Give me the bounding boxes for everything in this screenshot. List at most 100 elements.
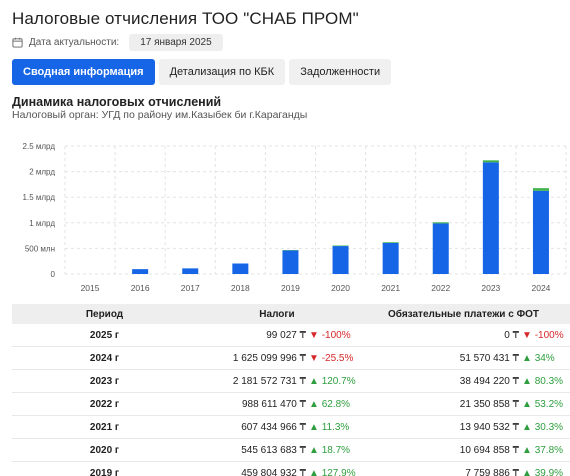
arrow-up-icon: ▲ bbox=[522, 352, 532, 364]
currency-sign: ₸ bbox=[299, 352, 306, 364]
bar-taxes-2023[interactable] bbox=[482, 162, 499, 274]
tax-value: 607 434 966 bbox=[241, 421, 297, 433]
tax-change: ▲ 18.7% bbox=[309, 445, 357, 456]
arrow-down-icon: ▼ bbox=[309, 352, 319, 364]
fot-change-value: 39.9% bbox=[534, 467, 564, 476]
tab-kbk-details[interactable]: Детализация по КБК bbox=[158, 59, 286, 85]
bar-fot-2020[interactable] bbox=[332, 245, 349, 247]
fot-change: ▼ -100% bbox=[522, 330, 570, 341]
header-taxes: Налоги bbox=[259, 308, 295, 320]
cell-fot-payments: 0 ₸ ▼ -100% bbox=[357, 330, 570, 341]
fot-value: 0 bbox=[504, 329, 510, 341]
cell-fot-payments: 21 350 858 ₸ ▲ 53.2% bbox=[357, 399, 570, 410]
tax-change: ▲ 120.7% bbox=[309, 376, 357, 387]
x-tick-label: 2016 bbox=[131, 283, 150, 293]
cell-fot-payments: 38 494 220 ₸ ▲ 80.3% bbox=[357, 376, 570, 387]
tab-summary[interactable]: Сводная информация bbox=[12, 59, 155, 85]
bar-taxes-2017[interactable] bbox=[182, 268, 199, 274]
currency-sign: ₸ bbox=[512, 398, 519, 410]
cell-fot-payments: 7 759 886 ₸ ▲ 39.9% bbox=[357, 468, 570, 476]
currency-sign: ₸ bbox=[299, 421, 306, 433]
header-period: Период bbox=[85, 308, 124, 320]
arrow-up-icon: ▲ bbox=[309, 421, 319, 433]
cell-period: 2020 г bbox=[89, 444, 120, 456]
fot-change: ▲ 80.3% bbox=[522, 376, 570, 387]
tax-change-value: 120.7% bbox=[321, 375, 356, 387]
arrow-up-icon: ▲ bbox=[522, 421, 532, 433]
fot-change-value: -100% bbox=[534, 329, 564, 341]
tab-debts[interactable]: Задолженности bbox=[289, 59, 392, 85]
arrow-up-icon: ▲ bbox=[309, 444, 319, 456]
calendar-icon bbox=[12, 37, 23, 48]
x-tick-label: 2017 bbox=[181, 283, 200, 293]
arrow-up-icon: ▲ bbox=[522, 467, 532, 476]
currency-sign: ₸ bbox=[512, 352, 519, 364]
tax-change-value: 62.8% bbox=[321, 398, 351, 410]
bar-taxes-2022[interactable] bbox=[432, 223, 449, 274]
fot-value: 13 940 532 bbox=[459, 421, 510, 433]
cell-fot-payments: 10 694 858 ₸ ▲ 37.8% bbox=[357, 445, 570, 456]
bar-fot-2024[interactable] bbox=[532, 188, 549, 191]
currency-sign: ₸ bbox=[299, 398, 306, 410]
bar-taxes-2016[interactable] bbox=[132, 269, 149, 274]
cell-taxes: 545 613 683 ₸ ▲ 18.7% bbox=[197, 445, 357, 456]
bar-taxes-2021[interactable] bbox=[382, 242, 399, 274]
x-tick-label: 2024 bbox=[531, 283, 550, 293]
arrow-up-icon: ▲ bbox=[309, 398, 319, 410]
arrow-down-icon: ▼ bbox=[309, 329, 319, 341]
cell-period: 2021 г bbox=[89, 421, 120, 433]
tax-summary-table: Период Налоги Обязательные платежи с ФОТ… bbox=[12, 304, 570, 476]
tax-change-value: 18.7% bbox=[321, 444, 351, 456]
fot-change: ▲ 53.2% bbox=[522, 399, 570, 410]
fot-change-value: 53.2% bbox=[534, 398, 564, 410]
bar-taxes-2024[interactable] bbox=[532, 190, 549, 274]
date-row: Дата актуальности: 17 января 2025 bbox=[12, 33, 223, 51]
tax-change: ▲ 62.8% bbox=[309, 399, 357, 410]
cell-period: 2024 г bbox=[89, 352, 120, 364]
table-row: 2019 г 459 804 932 ₸ ▲ 127.9% 7 759 886 ₸ ▲ … bbox=[12, 462, 570, 476]
currency-sign: ₸ bbox=[299, 444, 306, 456]
arrow-up-icon: ▲ bbox=[522, 444, 532, 456]
tax-value: 2 181 572 731 bbox=[232, 375, 297, 387]
currency-sign: ₸ bbox=[512, 421, 519, 433]
table-header: Период Налоги Обязательные платежи с ФОТ bbox=[12, 304, 570, 324]
bar-fot-2023[interactable] bbox=[482, 160, 499, 163]
fot-change: ▲ 34% bbox=[522, 353, 570, 364]
currency-sign: ₸ bbox=[299, 329, 306, 341]
cell-taxes: 2 181 572 731 ₸ ▲ 120.7% bbox=[197, 376, 357, 387]
y-tick-label: 500 млн bbox=[25, 244, 55, 253]
date-label: Дата актуальности: bbox=[29, 36, 120, 48]
currency-sign: ₸ bbox=[512, 375, 519, 387]
x-tick-label: 2020 bbox=[331, 283, 350, 293]
y-tick-label: 1 млрд bbox=[29, 219, 55, 228]
tax-value: 459 804 932 bbox=[241, 467, 297, 476]
bar-fot-2021[interactable] bbox=[382, 242, 399, 243]
bar-taxes-2019[interactable] bbox=[282, 250, 299, 274]
tax-change: ▼ -100% bbox=[309, 330, 357, 341]
currency-sign: ₸ bbox=[299, 467, 306, 476]
currency-sign: ₸ bbox=[512, 329, 519, 341]
bar-taxes-2020[interactable] bbox=[332, 246, 349, 274]
x-tick-label: 2023 bbox=[481, 283, 500, 293]
cell-fot-payments: 13 940 532 ₸ ▲ 30.3% bbox=[357, 422, 570, 433]
chart-title: Динамика налоговых отчислений bbox=[12, 95, 222, 109]
fot-change: ▲ 39.9% bbox=[522, 468, 570, 476]
bar-taxes-2018[interactable] bbox=[232, 263, 249, 274]
fot-value: 38 494 220 bbox=[459, 375, 510, 387]
x-tick-label: 2018 bbox=[231, 283, 250, 293]
tax-change-value: 127.9% bbox=[321, 467, 356, 476]
cell-taxes: 988 611 470 ₸ ▲ 62.8% bbox=[197, 399, 357, 410]
fot-value: 21 350 858 bbox=[459, 398, 510, 410]
page-title: Налоговые отчисления ТОО "СНАБ ПРОМ" bbox=[12, 9, 359, 28]
fot-change: ▲ 30.3% bbox=[522, 422, 570, 433]
table-row: 2020 г 545 613 683 ₸ ▲ 18.7% 10 694 858 ₸ ▲ … bbox=[12, 439, 570, 462]
bar-fot-2022[interactable] bbox=[432, 222, 449, 224]
tax-value: 99 027 bbox=[266, 329, 297, 341]
cell-period: 2022 г bbox=[89, 398, 120, 410]
fot-change: ▲ 37.8% bbox=[522, 445, 570, 456]
tax-change-value: -25.5% bbox=[321, 352, 354, 364]
fot-change-value: 30.3% bbox=[534, 421, 564, 433]
